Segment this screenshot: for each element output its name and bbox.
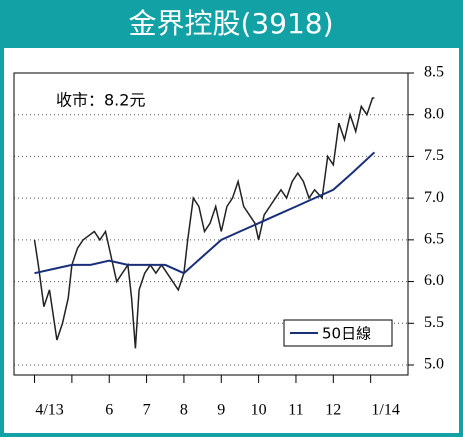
- y-tick-label: 6.0: [424, 272, 444, 289]
- legend-label: 50日線: [322, 325, 371, 343]
- y-tick-label: 8.0: [424, 105, 444, 122]
- y-tick-label: 8.5: [424, 64, 444, 81]
- x-tick-label: 11: [288, 402, 303, 419]
- y-tick-label: 7.0: [424, 189, 444, 206]
- x-tick-label: 1/14: [371, 402, 399, 419]
- x-tick-label: 9: [217, 402, 225, 419]
- x-tick-label: 4/13: [35, 402, 63, 419]
- x-tick-label: 7: [143, 402, 151, 419]
- y-tick-label: 5.0: [424, 356, 444, 373]
- chart-title: 金界控股(3918): [128, 7, 333, 40]
- x-tick-label: 10: [251, 402, 267, 419]
- plot-border: [13, 72, 409, 376]
- y-tick-label: 7.5: [424, 147, 444, 164]
- y-tick-label: 5.5: [424, 314, 444, 331]
- y-tick-label: 6.5: [424, 231, 444, 248]
- x-tick-label: 6: [105, 402, 113, 419]
- price-line: [33, 97, 375, 349]
- x-tick-label: 12: [325, 402, 341, 419]
- x-tick-label: 8: [180, 402, 188, 419]
- ma-line: [34, 151, 376, 275]
- panel: [4, 48, 459, 433]
- annotation: 收市：8.2元: [56, 91, 145, 110]
